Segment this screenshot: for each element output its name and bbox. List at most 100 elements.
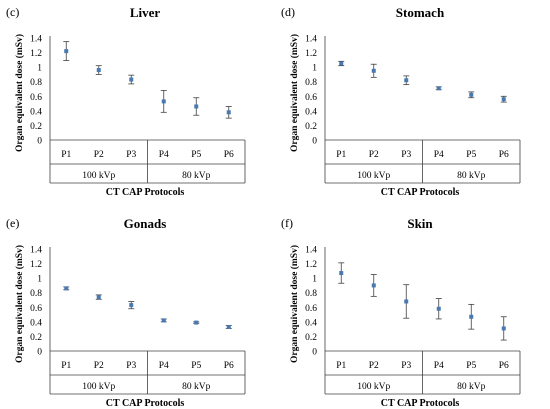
y-tick-label: 1 <box>312 64 317 74</box>
x-tick-label: P5 <box>191 150 201 160</box>
y-tick-label: 0.6 <box>30 93 42 103</box>
y-tick-label: 0.8 <box>30 78 42 88</box>
data-point <box>436 86 441 91</box>
x-tick-label: P4 <box>159 361 169 371</box>
y-tick-label: 0.2 <box>30 333 42 343</box>
x-tick-label: P5 <box>466 361 476 371</box>
y-tick-label: 0.2 <box>305 333 317 343</box>
y-tick-label: 0.2 <box>30 122 42 132</box>
x-tick-label: P6 <box>499 361 509 371</box>
group-label: 100 kVp <box>357 171 390 181</box>
data-point <box>371 283 376 288</box>
data-point <box>129 77 134 82</box>
panel-letter: (f) <box>281 216 293 230</box>
y-axis-label: Organ equivalent dose (mSv) <box>14 34 25 152</box>
group-label: 80 kVp <box>457 382 485 392</box>
chart-title: Liver <box>130 5 161 20</box>
data-point <box>404 299 409 304</box>
x-tick-label: P3 <box>126 150 136 160</box>
x-tick-label: P1 <box>61 361 71 371</box>
y-tick-label: 0.4 <box>30 107 42 117</box>
data-point <box>194 320 199 325</box>
x-tick-label: P5 <box>191 361 201 371</box>
y-tick-label: 0.6 <box>305 304 317 314</box>
x-tick-label: P6 <box>224 361 234 371</box>
data-point <box>194 104 199 109</box>
y-tick-label: 1.4 <box>305 246 317 256</box>
x-tick-label: P3 <box>401 150 411 160</box>
data-point <box>469 92 474 97</box>
chart-panel-gonads: (e) Gonads Organ equivalent dose (mSv) 0 0.2… <box>6 216 246 409</box>
group-label: 100 kVp <box>357 382 390 392</box>
x-tick-label: P4 <box>159 150 169 160</box>
data-point <box>226 110 231 115</box>
chart-title: Gonads <box>124 216 167 231</box>
y-tick-label: 0 <box>37 348 42 358</box>
data-point <box>161 99 166 104</box>
y-tick-label: 1 <box>312 275 317 285</box>
x-axis-label: CT CAP Protocols <box>106 187 185 198</box>
y-tick-label: 1.4 <box>305 35 317 45</box>
data-point <box>436 306 441 311</box>
x-tick-label: P4 <box>434 361 444 371</box>
data-point <box>226 324 231 329</box>
data-point <box>371 68 376 73</box>
x-tick-label: P3 <box>401 361 411 371</box>
chart-title: Skin <box>407 216 433 231</box>
y-tick-label: 1 <box>37 64 42 74</box>
y-tick-label: 0.8 <box>305 78 317 88</box>
y-tick-label: 1.2 <box>30 49 42 59</box>
data-point <box>64 286 69 291</box>
y-tick-label: 0.4 <box>305 318 317 328</box>
chart-panel-stomach: (d) Stomach Organ equivalent dose (mSv) 0 0.… <box>281 5 521 198</box>
data-point <box>339 61 344 66</box>
panel-letter: (c) <box>6 5 19 19</box>
y-axis-label: Organ equivalent dose (mSv) <box>14 245 25 363</box>
data-point <box>64 49 69 54</box>
x-tick-label: P5 <box>466 150 476 160</box>
group-label: 100 kVp <box>82 171 115 181</box>
data-point <box>404 78 409 83</box>
y-tick-label: 0.8 <box>305 289 317 299</box>
x-tick-label: P2 <box>369 150 379 160</box>
y-tick-label: 0 <box>312 348 317 358</box>
x-tick-label: P6 <box>499 150 509 160</box>
chart-title: Stomach <box>396 5 445 20</box>
data-point <box>501 97 506 102</box>
group-label: 80 kVp <box>182 382 210 392</box>
y-axis-label: Organ equivalent dose (mSv) <box>289 34 300 152</box>
x-axis-label: CT CAP Protocols <box>381 398 460 409</box>
y-axis-label: Organ equivalent dose (mSv) <box>289 245 300 363</box>
data-point <box>501 326 506 331</box>
data-point <box>129 303 134 308</box>
y-tick-label: 0.2 <box>305 122 317 132</box>
x-tick-label: P2 <box>94 361 104 371</box>
x-tick-label: P1 <box>336 361 346 371</box>
y-tick-label: 1 <box>37 275 42 285</box>
y-tick-label: 1.2 <box>30 260 42 270</box>
x-tick-label: P2 <box>369 361 379 371</box>
y-tick-label: 1.4 <box>30 35 42 45</box>
x-tick-label: P2 <box>94 150 104 160</box>
x-tick-label: P6 <box>224 150 234 160</box>
data-point <box>96 295 101 300</box>
chart-panel-skin: (f) Skin Organ equivalent dose (mSv) 0 0.2 0.… <box>281 216 521 409</box>
y-tick-label: 1.4 <box>30 246 42 256</box>
data-point <box>96 68 101 73</box>
y-tick-label: 0.4 <box>305 107 317 117</box>
y-tick-label: 0.8 <box>30 289 42 299</box>
data-point <box>339 271 344 276</box>
y-tick-label: 0.6 <box>305 93 317 103</box>
group-label: 100 kVp <box>82 382 115 392</box>
panel-letter: (e) <box>6 216 19 230</box>
x-tick-label: P4 <box>434 150 444 160</box>
group-label: 80 kVp <box>182 171 210 181</box>
group-label: 80 kVp <box>457 171 485 181</box>
x-tick-label: P1 <box>61 150 71 160</box>
data-point <box>469 314 474 319</box>
x-axis-label: CT CAP Protocols <box>381 187 460 198</box>
y-tick-label: 0.4 <box>30 318 42 328</box>
panel-letter: (d) <box>281 5 295 19</box>
y-tick-label: 1.2 <box>305 49 317 59</box>
data-point <box>161 318 166 323</box>
